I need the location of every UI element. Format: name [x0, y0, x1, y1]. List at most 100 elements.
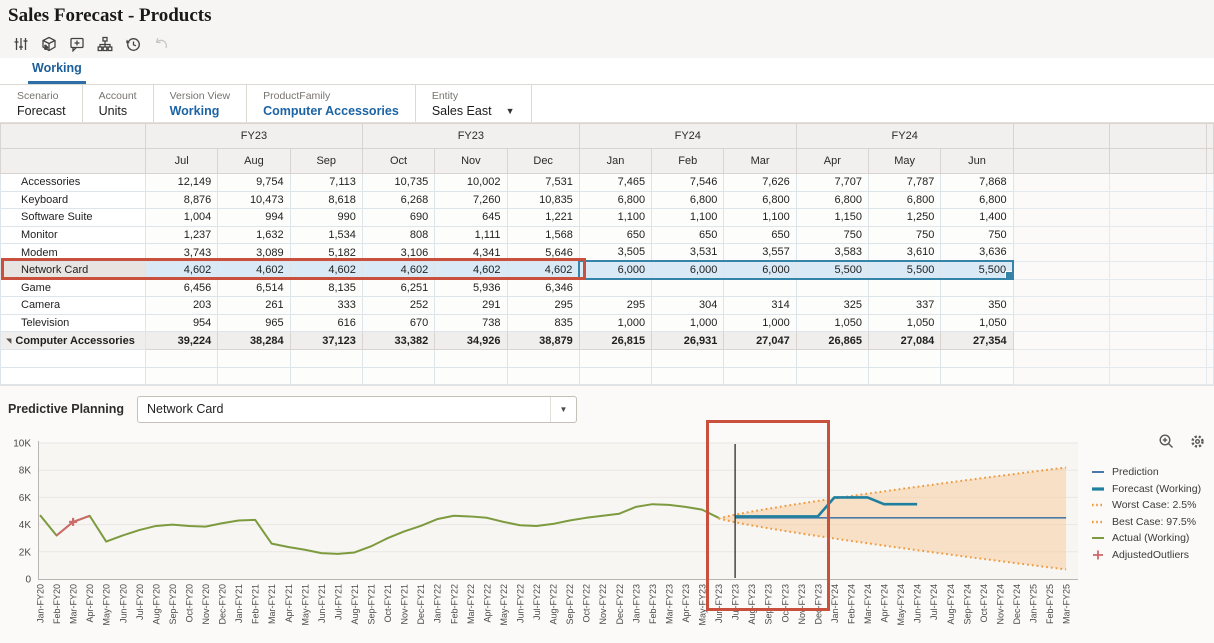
grid-cell[interactable]: 4,602	[434, 260, 508, 280]
row-header-keyboard[interactable]: Keyboard	[0, 190, 146, 210]
grid-cell[interactable]: 350	[940, 296, 1014, 315]
grid-cell[interactable]	[434, 348, 508, 368]
grid-cell[interactable]: 5,182	[289, 243, 363, 262]
tab-working[interactable]: Working	[28, 61, 86, 84]
grid-cell[interactable]: 3,743	[144, 243, 219, 262]
grid-cell[interactable]: 6,268	[361, 190, 436, 210]
grid-cell[interactable]: 954	[144, 313, 219, 333]
grid-cell[interactable]: 261	[217, 296, 291, 315]
grid-cell[interactable]: 1,050	[795, 313, 870, 333]
grid-cell[interactable]	[578, 348, 653, 368]
grid-cell[interactable]	[506, 366, 580, 385]
grid-cell[interactable]: 1,237	[144, 225, 219, 245]
grid-cell[interactable]	[289, 348, 363, 368]
grid-cell[interactable]: 27,084	[868, 331, 942, 350]
grid-cell[interactable]: 5,646	[506, 243, 580, 262]
grid-cell[interactable]: 10,002	[434, 173, 508, 192]
grid-cell[interactable]: 7,546	[651, 173, 725, 192]
grid-cell[interactable]: 7,465	[578, 173, 653, 192]
grid-cell[interactable]: 8,135	[289, 278, 363, 298]
grid-cell[interactable]: 27,047	[723, 331, 797, 350]
pov-member-value[interactable]: Computer Accessories	[263, 103, 399, 118]
grid-cell[interactable]: 645	[434, 208, 508, 227]
grid-cell[interactable]: 1,568	[506, 225, 580, 245]
grid-cell[interactable]: 9,754	[217, 173, 291, 192]
grid-cell[interactable]: 1,000	[723, 313, 797, 333]
grid-cell[interactable]: 1,221	[506, 208, 580, 227]
grid-cell[interactable]: 1,050	[868, 313, 942, 333]
grid-cell[interactable]: 1,534	[289, 225, 363, 245]
row-header-camera[interactable]: Camera	[0, 296, 146, 315]
grid-cell[interactable]: 5,936	[434, 278, 508, 298]
grid-cell[interactable]: 6,800	[795, 190, 870, 210]
grid-cell[interactable]	[795, 278, 870, 298]
grid-cell[interactable]: 3,636	[940, 243, 1014, 262]
grid-cell[interactable]: 7,531	[506, 173, 580, 192]
grid-cell[interactable]: 1,000	[578, 313, 653, 333]
grid-cell[interactable]: 808	[361, 225, 436, 245]
grid-cell[interactable]: 1,004	[144, 208, 219, 227]
grid-cell[interactable]: 7,787	[868, 173, 942, 192]
grid-cell[interactable]: 27,354	[940, 331, 1014, 350]
grid-cell[interactable]	[940, 278, 1014, 298]
grid-cell[interactable]: 4,602	[361, 260, 436, 280]
grid-cell[interactable]	[578, 366, 653, 385]
member-select-dropdown[interactable]: Network Card ▼	[137, 395, 577, 423]
grid-cell[interactable]	[940, 348, 1014, 368]
grid-cell[interactable]	[940, 366, 1014, 385]
grid-cell[interactable]: 6,000	[651, 260, 725, 281]
grid-cell[interactable]: 1,000	[651, 313, 725, 333]
grid-cell[interactable]: 295	[506, 296, 580, 315]
grid-cell[interactable]: 39,224	[144, 331, 219, 350]
grid-cell[interactable]: 4,341	[434, 243, 508, 262]
grid-cell[interactable]: 8,876	[144, 190, 219, 210]
grid-cell[interactable]: 994	[217, 208, 291, 227]
row-header-software-suite[interactable]: Software Suite	[0, 208, 146, 227]
grid-cell[interactable]: 3,106	[361, 243, 436, 262]
grid-cell[interactable]: 6,514	[217, 278, 291, 298]
grid-cell[interactable]: 1,100	[723, 208, 797, 227]
grid-cell[interactable]: 990	[289, 208, 363, 227]
grid-cell[interactable]: 6,800	[651, 190, 725, 210]
grid-cell[interactable]: 8,618	[289, 190, 363, 210]
pov-member-value[interactable]: Sales East ▼	[431, 103, 515, 118]
sitemap-icon[interactable]	[91, 33, 119, 55]
grid-cell[interactable]: 3,505	[578, 243, 653, 262]
grid-cell[interactable]: 650	[578, 225, 653, 245]
grid-cell[interactable]: 34,926	[434, 331, 508, 350]
grid-cell[interactable]: 1,150	[795, 208, 870, 227]
grid-cell[interactable]	[144, 348, 219, 368]
grid-cell[interactable]	[578, 278, 653, 298]
grid-cell[interactable]: 314	[723, 296, 797, 315]
grid-cell[interactable]: 3,610	[868, 243, 942, 262]
grid-cell[interactable]: 670	[361, 313, 436, 333]
grid-cell[interactable]	[361, 366, 436, 385]
history-icon[interactable]	[119, 33, 147, 55]
dropdown-caret-icon[interactable]: ▼	[550, 396, 576, 422]
grid-cell[interactable]: 3,531	[651, 243, 725, 262]
grid-cell[interactable]: 7,707	[795, 173, 870, 192]
row-header-network-card[interactable]: Network Card	[0, 260, 146, 280]
grid-cell[interactable]: 3,583	[795, 243, 870, 262]
grid-cell[interactable]: 26,865	[795, 331, 870, 350]
grid-cell[interactable]: 5,500	[940, 260, 1015, 281]
grid-cell[interactable]: 750	[940, 225, 1014, 245]
grid-cell[interactable]: 1,100	[578, 208, 653, 227]
pov-item-version-view[interactable]: Version View Working	[170, 85, 248, 122]
grid-cell[interactable]: 333	[289, 296, 363, 315]
grid-cell[interactable]: 965	[217, 313, 291, 333]
grid-cell[interactable]: 325	[795, 296, 870, 315]
grid-cell[interactable]	[217, 366, 291, 385]
grid-cell[interactable]: 616	[289, 313, 363, 333]
grid-cell[interactable]: 38,284	[217, 331, 291, 350]
collapse-triangle-icon[interactable]: ◥	[6, 337, 12, 345]
grid-cell[interactable]: 337	[868, 296, 942, 315]
row-header-game[interactable]: Game	[0, 278, 146, 298]
grid-cell[interactable]	[289, 366, 363, 385]
grid-cell[interactable]: 6,251	[361, 278, 436, 298]
grid-cell[interactable]: 295	[578, 296, 653, 315]
grid-cell[interactable]: 6,800	[940, 190, 1014, 210]
grid-cell[interactable]: 7,626	[723, 173, 797, 192]
grid-cell[interactable]: 37,123	[289, 331, 363, 350]
grid-cell[interactable]	[651, 278, 725, 298]
